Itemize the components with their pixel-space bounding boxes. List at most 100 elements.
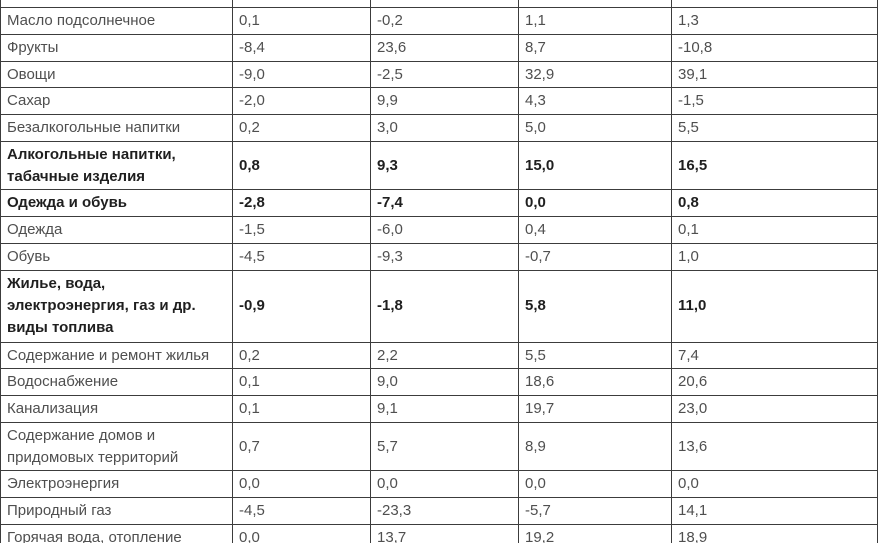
- value-cell: 0,1: [232, 7, 371, 35]
- table-row: Канализация 0,1 9,1 19,7 23,0: [0, 395, 878, 423]
- value-cell: 5,5: [671, 114, 878, 142]
- value-cell: 0,0: [232, 470, 371, 498]
- value-cell: 1,0: [671, 242, 878, 271]
- row-label: Овощи: [0, 60, 233, 89]
- value-cell: 0,2: [232, 341, 371, 370]
- value-cell: 0,8: [232, 140, 371, 191]
- table-row: Водоснабжение 0,1 9,0 18,6 20,6: [0, 368, 878, 396]
- value-cell: 0,2: [232, 114, 371, 142]
- value-cell: -1,8: [370, 269, 519, 343]
- value-cell: 13,6: [671, 421, 878, 472]
- row-label: Жилье, вода, электроэнергия, газ и др. в…: [0, 269, 233, 343]
- value-cell: 15,0: [518, 140, 672, 191]
- value-cell: -4,5: [232, 497, 371, 525]
- value-cell: 1,3: [671, 7, 878, 35]
- row-label: Сахар: [0, 87, 233, 115]
- value-cell: 2,2: [370, 341, 519, 370]
- value-cell: -9,3: [370, 242, 519, 271]
- row-label: Содержание и ремонт жилья: [0, 341, 233, 370]
- table-row: Природный газ -4,5 -23,3 -5,7 14,1: [0, 497, 878, 525]
- table-row: Безалкогольные напитки 0,2 3,0 5,0 5,5: [0, 114, 878, 142]
- value-cell: 9,9: [370, 87, 519, 115]
- table-row: Одежда и обувь -2,8 -7,4 0,0 0,8: [0, 189, 878, 217]
- value-cell: 5,8: [518, 269, 672, 343]
- value-cell: 0,1: [671, 216, 878, 244]
- row-label: Масло подсолнечное: [0, 7, 233, 35]
- value-cell: -8,4: [232, 33, 371, 62]
- value-cell: 18,9: [671, 523, 878, 543]
- row-label: Горячая вода, отопление: [0, 523, 233, 543]
- value-cell: 5,0: [518, 114, 672, 142]
- value-cell: 3,0: [370, 114, 519, 142]
- value-cell: -10,8: [671, 33, 878, 62]
- value-cell: 0,1: [232, 395, 371, 423]
- table-row: Обувь -4,5 -9,3 -0,7 1,0: [0, 242, 878, 271]
- value-cell: 7,4: [671, 341, 878, 370]
- value-cell: 32,9: [518, 60, 672, 89]
- table-cell: [518, 0, 672, 8]
- table-row: Электроэнергия 0,0 0,0 0,0 0,0: [0, 470, 878, 498]
- value-cell: 23,6: [370, 33, 519, 62]
- value-cell: 9,0: [370, 368, 519, 396]
- table-row: Одежда -1,5 -6,0 0,4 0,1: [0, 216, 878, 244]
- row-label: Электроэнергия: [0, 470, 233, 498]
- value-cell: 0,0: [518, 470, 672, 498]
- value-cell: -4,5: [232, 242, 371, 271]
- table-cell: [370, 0, 519, 8]
- value-cell: 16,5: [671, 140, 878, 191]
- value-cell: 19,7: [518, 395, 672, 423]
- table-row: Жилье, вода, электроэнергия, газ и др. в…: [0, 269, 878, 343]
- table-row: Фрукты -8,4 23,6 8,7 -10,8: [0, 33, 878, 62]
- value-cell: 11,0: [671, 269, 878, 343]
- row-label: Содержание домов и придомовых территорий: [0, 421, 233, 472]
- value-cell: 23,0: [671, 395, 878, 423]
- value-cell: -2,0: [232, 87, 371, 115]
- value-cell: -0,7: [518, 242, 672, 271]
- value-cell: -2,5: [370, 60, 519, 89]
- value-cell: -9,0: [232, 60, 371, 89]
- table-row: Содержание и ремонт жилья 0,2 2,2 5,5 7,…: [0, 341, 878, 370]
- table-cell: [0, 0, 233, 8]
- value-cell: 0,8: [671, 189, 878, 217]
- value-cell: 39,1: [671, 60, 878, 89]
- value-cell: -0,9: [232, 269, 371, 343]
- value-cell: 9,1: [370, 395, 519, 423]
- value-cell: 13,7: [370, 523, 519, 543]
- row-label: Фрукты: [0, 33, 233, 62]
- value-cell: 0,0: [232, 523, 371, 543]
- value-cell: -7,4: [370, 189, 519, 217]
- value-cell: -23,3: [370, 497, 519, 525]
- value-cell: 0,0: [671, 470, 878, 498]
- value-cell: 0,1: [232, 368, 371, 396]
- value-cell: 18,6: [518, 368, 672, 396]
- value-cell: 0,4: [518, 216, 672, 244]
- value-cell: 8,9: [518, 421, 672, 472]
- table-cell: [232, 0, 371, 8]
- value-cell: 5,7: [370, 421, 519, 472]
- value-cell: 5,5: [518, 341, 672, 370]
- row-label: Одежда: [0, 216, 233, 244]
- value-cell: 14,1: [671, 497, 878, 525]
- row-label: Природный газ: [0, 497, 233, 525]
- table-row: Овощи -9,0 -2,5 32,9 39,1: [0, 60, 878, 89]
- row-label: Безалкогольные напитки: [0, 114, 233, 142]
- table-row: Содержание домов и придомовых территорий…: [0, 421, 878, 472]
- row-label: Обувь: [0, 242, 233, 271]
- value-cell: -0,2: [370, 7, 519, 35]
- value-cell: 4,3: [518, 87, 672, 115]
- value-cell: -5,7: [518, 497, 672, 525]
- row-label: Алкогольные напитки, табачные изделия: [0, 140, 233, 191]
- table-cell: [671, 0, 878, 8]
- row-label: Водоснабжение: [0, 368, 233, 396]
- value-cell: 20,6: [671, 368, 878, 396]
- partial-row-top: [0, 0, 878, 8]
- row-label: Одежда и обувь: [0, 189, 233, 217]
- value-cell: 8,7: [518, 33, 672, 62]
- value-cell: -1,5: [671, 87, 878, 115]
- table-row: Сахар -2,0 9,9 4,3 -1,5: [0, 87, 878, 115]
- value-cell: 0,0: [518, 189, 672, 217]
- value-cell: 9,3: [370, 140, 519, 191]
- value-cell: -2,8: [232, 189, 371, 217]
